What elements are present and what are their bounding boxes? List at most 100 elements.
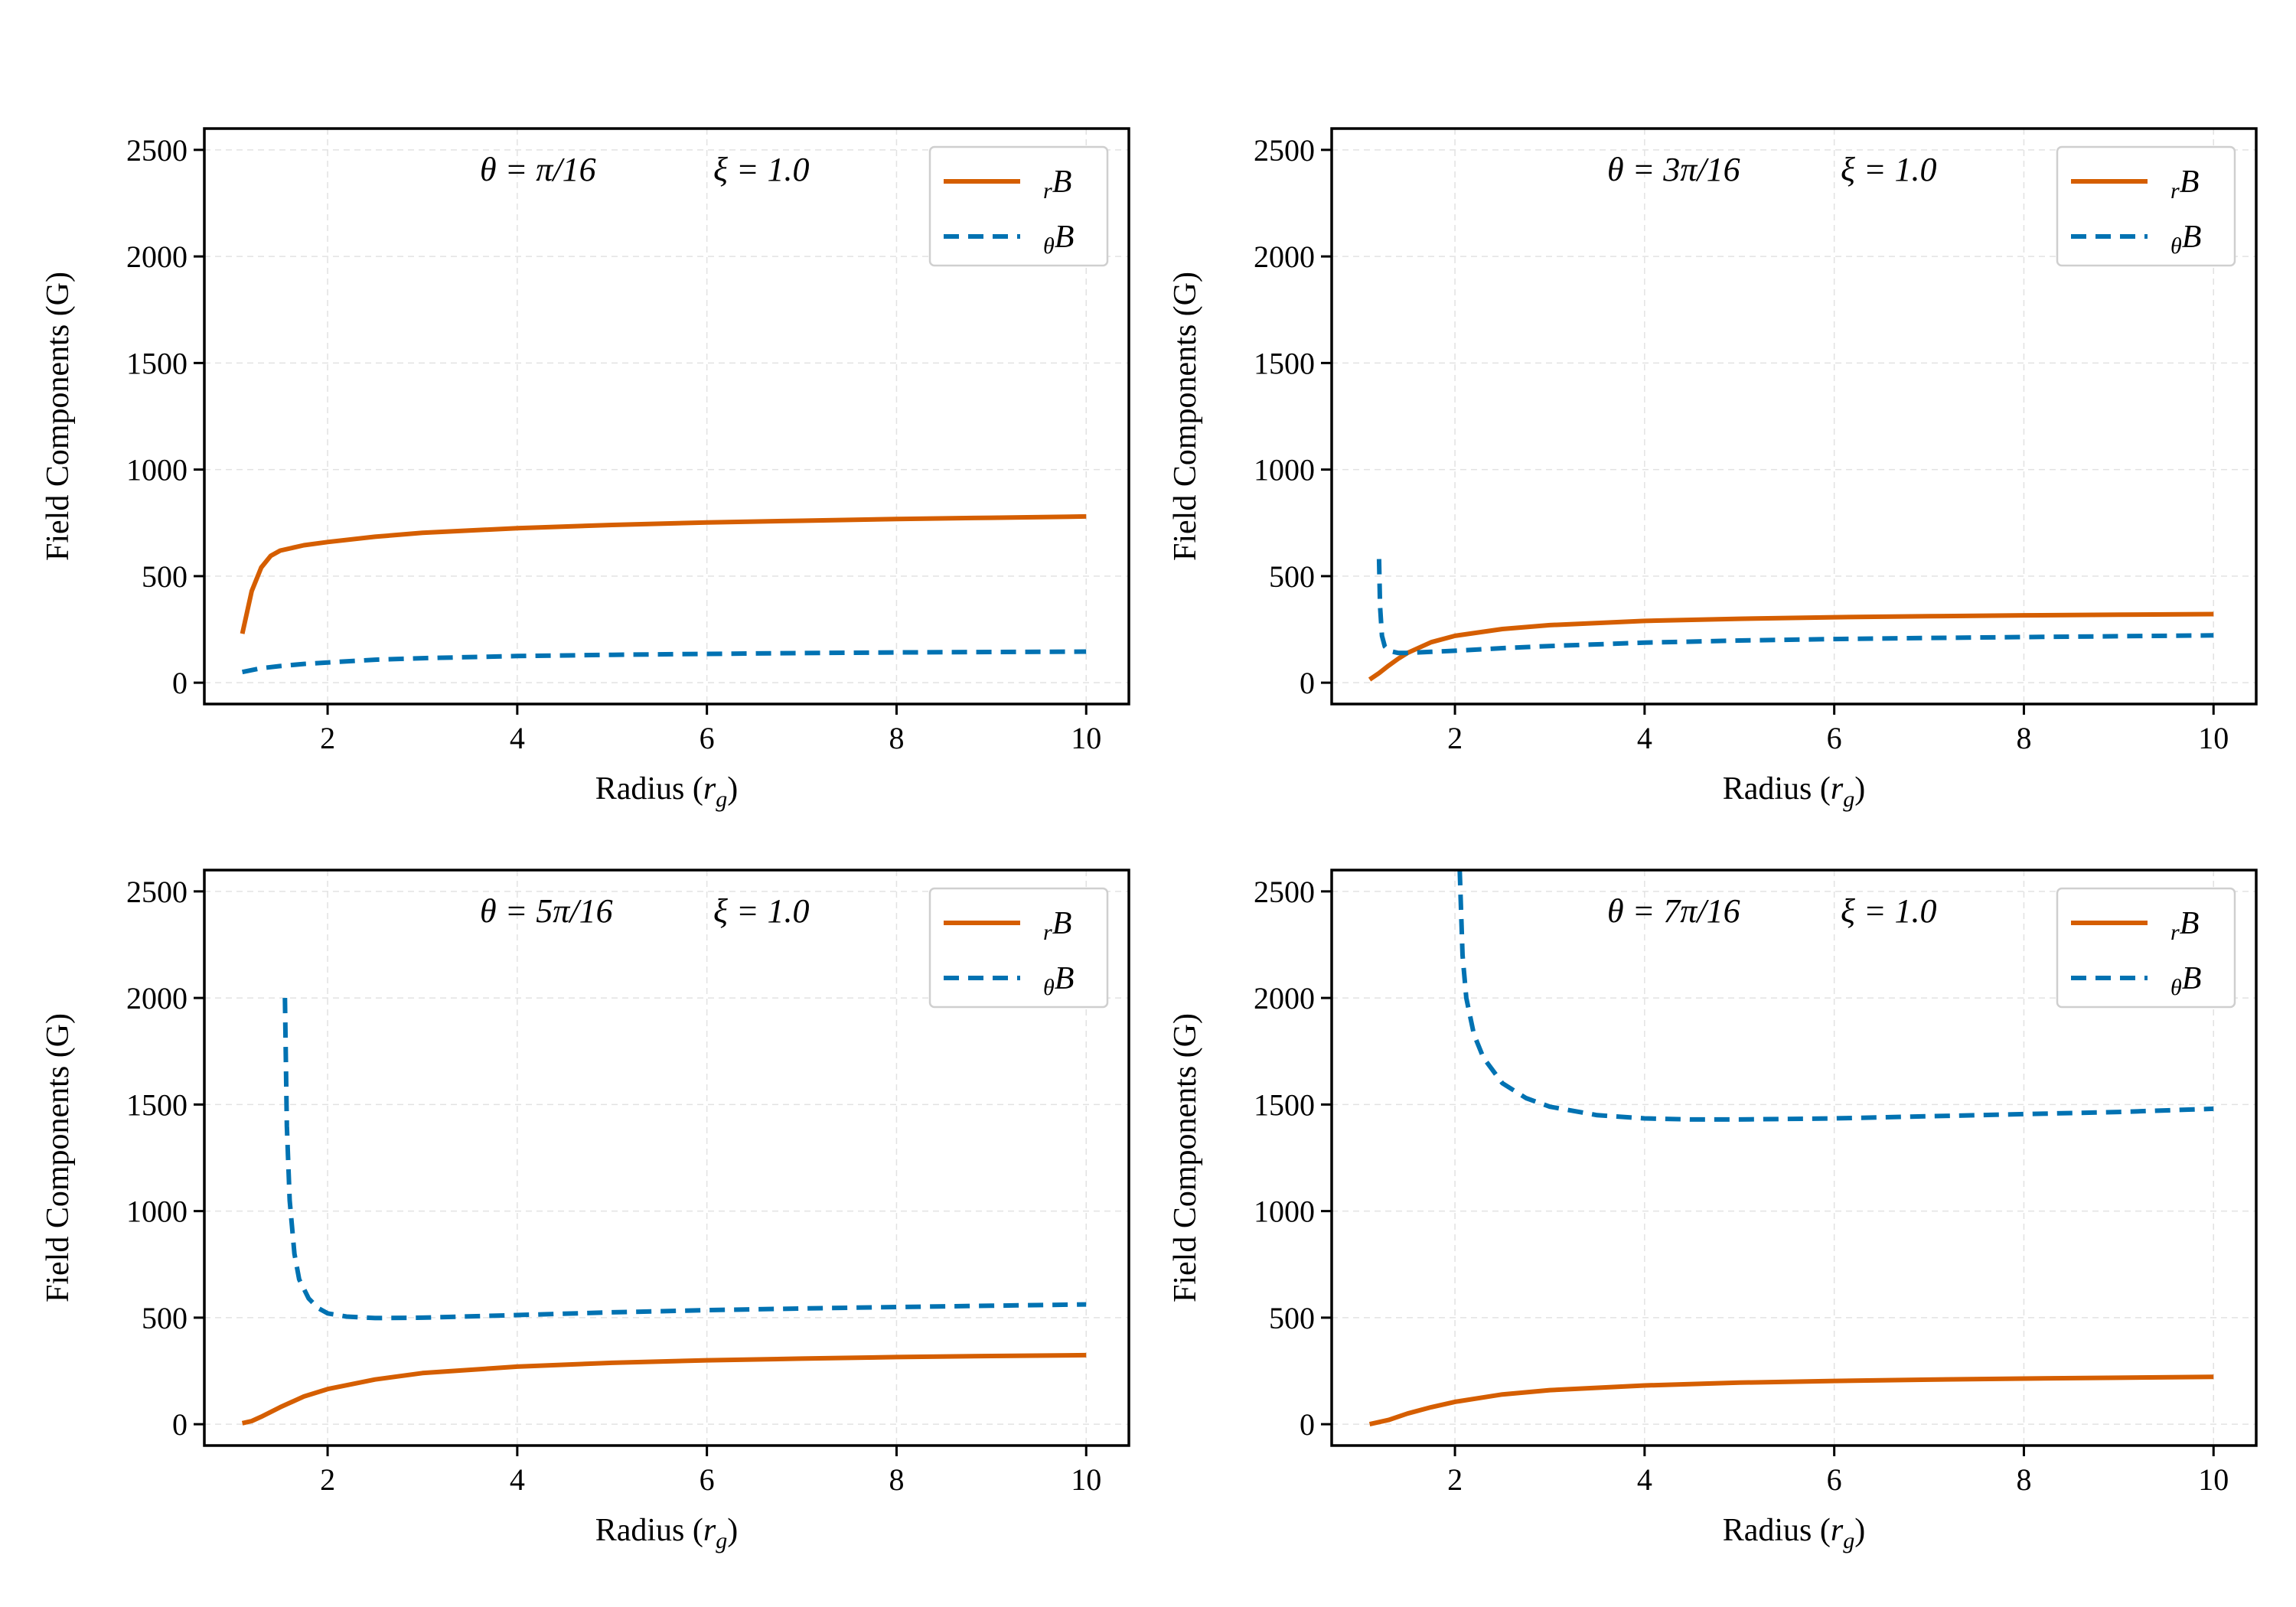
legend-label-main: B (2182, 961, 2202, 996)
x-axis-label-symbol: r (1831, 771, 1844, 807)
x-axis-label-close: ) (1854, 771, 1865, 807)
x-axis-label-close: ) (1854, 1513, 1865, 1548)
legend-label-subscript: θ (2170, 975, 2182, 1000)
series-line-btheta (282, 998, 1087, 1321)
xi-annotation: ξ = 1.0 (713, 892, 810, 930)
y-axis-label: Field Components (G) (1168, 1013, 1203, 1302)
x-tick-label: 6 (700, 1462, 715, 1497)
theta-annotation: θ = 5π/16 (480, 892, 613, 930)
x-tick-label: 10 (1071, 1462, 1101, 1497)
xi-annotation: ξ = 1.0 (1841, 892, 1937, 930)
legend-label-main: B (1052, 165, 1072, 200)
theta-annotation: θ = 7π/16 (1607, 892, 1740, 930)
x-axis-label-symbol: r (703, 1513, 716, 1548)
y-tick-label: 1500 (1254, 1087, 1315, 1122)
series-line-br (241, 1352, 1087, 1426)
theta-annotation: θ = 3π/16 (1607, 151, 1740, 188)
y-tick-label: 500 (142, 1301, 188, 1335)
legend-label-subscript: θ (1043, 233, 1055, 259)
x-axis-label-text: Radius ( (595, 771, 703, 807)
y-tick-label: 0 (172, 1407, 188, 1442)
series-line-btheta (1376, 559, 2214, 656)
x-tick-label: 4 (1637, 721, 1652, 755)
plot-frame (1330, 869, 2258, 1447)
theta-annotation: θ = π/16 (480, 151, 596, 188)
y-tick-label: 0 (1300, 666, 1315, 700)
y-tick-label: 1000 (126, 1195, 188, 1229)
legend-box (928, 145, 1109, 267)
series-line-btheta (242, 649, 1087, 675)
x-tick-label: 10 (2198, 1462, 2229, 1497)
y-tick-label: 2000 (1254, 981, 1315, 1015)
x-axis-label-subscript: g (716, 1528, 727, 1553)
legend-box (928, 887, 1109, 1009)
x-axis-label: Radius (rg) (1723, 1513, 1866, 1553)
plot-frame (203, 869, 1130, 1447)
x-tick-label: 6 (700, 721, 715, 755)
grid-lines (204, 129, 1129, 704)
legend-label-btheta: θB (2170, 961, 2201, 1000)
series-line-br (240, 513, 1087, 634)
x-axis-label-text: Radius ( (1723, 1513, 1831, 1548)
x-axis-label-close: ) (727, 771, 738, 807)
x-tick-label: 4 (510, 1462, 525, 1497)
legend-label-btheta: θB (1043, 220, 1074, 259)
x-axis-label: Radius (rg) (595, 1513, 739, 1553)
y-tick-label: 1000 (1254, 453, 1315, 487)
y-tick-label: 2500 (126, 875, 188, 909)
x-axis-label-close: ) (727, 1513, 738, 1548)
legend-label-br: rB (1043, 906, 1071, 945)
y-tick-label: 1500 (126, 1087, 188, 1122)
x-axis-label-text: Radius ( (1723, 771, 1831, 807)
x-tick-label: 2 (1447, 721, 1463, 755)
x-axis-label: Radius (rg) (1723, 771, 1866, 812)
series-line-br (1368, 611, 2214, 682)
series-line-btheta (1457, 870, 2214, 1122)
y-tick-label: 2000 (126, 981, 188, 1015)
xi-annotation: ξ = 1.0 (1841, 151, 1937, 188)
legend-box (2056, 145, 2236, 267)
x-axis-label-text: Radius ( (595, 1513, 703, 1548)
legend-label-br: rB (1043, 165, 1071, 204)
legend-label-subscript: θ (1043, 975, 1055, 1000)
x-tick-label: 2 (1447, 1462, 1463, 1497)
legend-label-br: rB (2170, 906, 2199, 945)
legend-label-subscript: θ (2170, 233, 2182, 259)
y-tick-label: 1500 (126, 346, 188, 380)
x-tick-label: 8 (2016, 721, 2031, 755)
x-axis-label-subscript: g (1843, 787, 1854, 812)
y-tick-label: 1500 (1254, 346, 1315, 380)
grid-lines (1332, 870, 2256, 1446)
x-axis-label: Radius (rg) (595, 771, 739, 812)
grid-lines (1332, 129, 2256, 704)
x-tick-label: 4 (1637, 1462, 1652, 1497)
legend-label-subscript: r (1043, 920, 1052, 945)
y-tick-label: 0 (1300, 1407, 1315, 1442)
legend-box (2056, 887, 2236, 1009)
y-tick-label: 500 (1269, 559, 1315, 594)
legend-label-main: B (2180, 906, 2200, 941)
y-tick-label: 2500 (1254, 875, 1315, 909)
x-axis-label-subscript: g (716, 787, 727, 812)
y-axis-label: Field Components (G) (41, 1013, 76, 1302)
y-tick-label: 2000 (1254, 240, 1315, 274)
plot-frame (1330, 127, 2258, 706)
y-axis-label: Field Components (G) (41, 272, 76, 561)
x-tick-label: 2 (320, 721, 335, 755)
x-tick-label: 6 (1827, 1462, 1842, 1497)
x-tick-label: 10 (2198, 721, 2229, 755)
legend-label-subscript: r (2170, 920, 2180, 945)
legend-label-subscript: r (2170, 178, 2180, 204)
x-tick-label: 2 (320, 1462, 335, 1497)
legend-label-br: rB (2170, 165, 2199, 204)
x-tick-label: 10 (1071, 721, 1101, 755)
legend-label-main: B (1055, 961, 1075, 996)
x-axis-label-symbol: r (703, 771, 716, 807)
legend-label-main: B (1052, 906, 1072, 941)
